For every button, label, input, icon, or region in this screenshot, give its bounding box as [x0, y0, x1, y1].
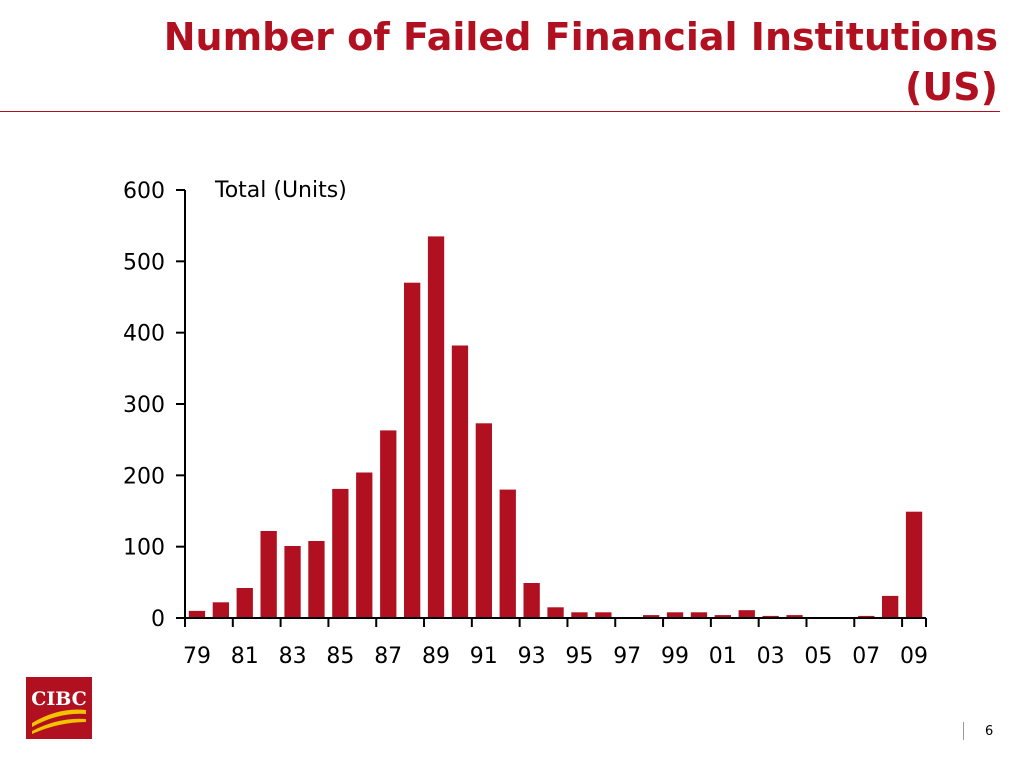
bar-01: [714, 615, 731, 618]
bar-07: [858, 615, 875, 618]
bar-91: [475, 423, 492, 618]
y-tick-label-200: 200: [123, 464, 165, 489]
title-divider: [0, 111, 1000, 112]
bar-96: [595, 612, 612, 618]
slide-title-line2: (US): [905, 65, 998, 109]
bar-98: [643, 615, 660, 618]
bar-84: [308, 541, 325, 618]
bar-82: [260, 531, 277, 618]
y-tick-label-500: 500: [123, 250, 165, 275]
bar-89: [427, 236, 445, 618]
bar-90: [451, 345, 469, 618]
bar-87: [380, 430, 397, 618]
x-tick-label-79: 79: [183, 644, 211, 669]
y-tick-label-0: 0: [151, 607, 165, 632]
x-tick-label-85: 85: [326, 644, 354, 669]
y-tick-label-600: 600: [123, 179, 165, 204]
x-tick-label-97: 97: [613, 644, 641, 669]
logo-swoosh-1: [32, 709, 86, 727]
bar-83: [284, 546, 301, 618]
slide-title: Number of Failed Financial Institutions …: [98, 12, 998, 112]
x-tick-label-83: 83: [279, 644, 307, 669]
x-tick-label-89: 89: [422, 644, 450, 669]
bar-03: [762, 615, 779, 618]
bar-85: [332, 488, 349, 618]
bar-02: [738, 610, 755, 618]
x-tick-label-07: 07: [852, 644, 880, 669]
bar-81: [236, 588, 253, 618]
y-tick-label-100: 100: [123, 536, 165, 561]
y-tick-label-400: 400: [123, 322, 165, 347]
bar-00: [690, 612, 708, 618]
x-tick-label-91: 91: [470, 644, 498, 669]
bars-group: [188, 236, 923, 618]
bar-99: [666, 612, 684, 618]
bar-80: [212, 602, 229, 618]
x-tick-label-01: 01: [709, 644, 737, 669]
footer-divider: [963, 722, 964, 740]
logo-swoosh-2: [32, 718, 86, 734]
bar-09: [905, 511, 923, 618]
x-tick-label-81: 81: [231, 644, 259, 669]
slide-title-line1: Number of Failed Financial Institutions: [163, 15, 998, 59]
bar-79: [188, 610, 206, 618]
unit-label: Total (Units): [214, 178, 347, 203]
logo-wordmark: CIBC: [31, 688, 87, 710]
x-tick-label-99: 99: [661, 644, 689, 669]
x-tick-label-93: 93: [518, 644, 546, 669]
bar-08: [882, 595, 899, 618]
bar-86: [356, 472, 373, 618]
cibc-logo: CIBC: [26, 677, 92, 739]
labels-group: 0 100 200 300 400 500 600 79 81 83 85 87 89 91 93 95 97 9…: [123, 179, 928, 669]
page-number: 6: [985, 724, 994, 739]
bar-94: [547, 607, 564, 618]
bar-88: [404, 282, 421, 618]
bar-04: [786, 615, 803, 618]
axes-group: [176, 189, 927, 627]
x-tick-label-87: 87: [374, 644, 402, 669]
bar-92: [499, 489, 516, 618]
y-tick-label-300: 300: [123, 393, 165, 418]
x-tick-label-09: 09: [900, 644, 928, 669]
x-tick-label-95: 95: [565, 644, 593, 669]
bar-93: [523, 583, 540, 618]
x-tick-label-05: 05: [804, 644, 832, 669]
bar-chart: 0 100 200 300 400 500 600 79 81 83 85 87 89 91 93 95 97 9…: [123, 178, 928, 669]
x-tick-label-03: 03: [757, 644, 785, 669]
bar-95: [571, 612, 588, 618]
